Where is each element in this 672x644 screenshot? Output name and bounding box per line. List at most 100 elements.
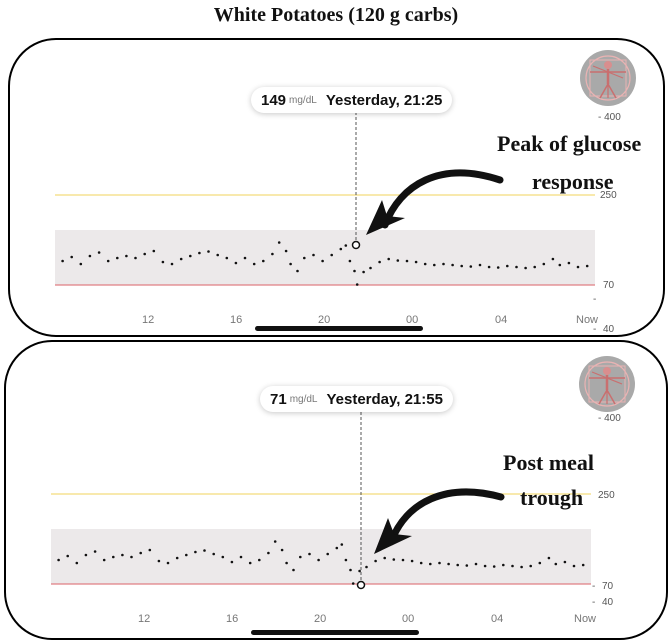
glucose-point <box>243 256 247 260</box>
glucose-point <box>299 555 302 559</box>
glucose-point <box>429 562 432 566</box>
glucose-point <box>125 254 128 258</box>
glucose-point <box>198 251 201 255</box>
glucose-point <box>349 568 352 572</box>
y-label-dash: - <box>593 324 596 335</box>
glucose-point <box>529 564 532 568</box>
glucose-point <box>502 563 505 567</box>
glucose-point <box>496 266 500 269</box>
glucose-point <box>355 283 359 286</box>
glucose-point <box>221 555 225 559</box>
glucose-points <box>61 241 589 286</box>
annotation-line-1: Peak of glucose <box>497 131 642 156</box>
x-tick-label: 04 <box>491 613 503 625</box>
x-tick-label: Now <box>576 314 598 326</box>
glucose-point <box>148 548 152 552</box>
glucose-point <box>252 262 256 266</box>
annotation-arrowhead <box>366 200 405 235</box>
glucose-point <box>533 265 536 269</box>
glucose-point <box>447 562 450 566</box>
vitruvian-man-icon <box>584 361 630 407</box>
tooltip-time: Yesterday, 21:55 <box>326 390 443 408</box>
selected-reading-marker[interactable] <box>351 240 361 250</box>
glucose-point <box>258 558 261 562</box>
glucose-panel-trough: 250 70 40 - - 12 16 20 00 04 Now 71 mg/d… <box>4 340 668 640</box>
glucose-point <box>511 564 514 568</box>
glucose-point <box>442 262 445 266</box>
glucose-point <box>161 260 165 264</box>
glucose-point <box>61 259 64 263</box>
glucose-point <box>296 269 299 273</box>
x-tick-label: Now <box>574 613 596 625</box>
glucose-point <box>152 249 156 253</box>
glucose-point <box>234 261 238 265</box>
glucose-point <box>75 561 79 565</box>
glucose-point <box>558 263 562 267</box>
glucose-point <box>365 565 368 569</box>
glucose-chart-trough: 250 70 40 - - 12 16 20 00 04 Now <box>51 412 615 625</box>
y-label-dash: - <box>593 294 596 305</box>
target-range-band <box>55 230 595 285</box>
glucose-point <box>157 559 161 563</box>
page-title: White Potatoes (120 g carbs) <box>213 4 459 26</box>
glucose-point <box>358 569 361 573</box>
glucose-point <box>88 254 92 258</box>
glucose-point <box>348 259 352 263</box>
glucose-point <box>419 561 423 565</box>
glucose-point <box>335 546 339 550</box>
glucose-point <box>487 265 491 269</box>
x-tick-label: 00 <box>406 314 418 326</box>
glucose-point <box>369 266 372 270</box>
glucose-point <box>515 265 518 269</box>
glucose-point <box>414 260 418 264</box>
tooltip-unit: mg/dL <box>289 393 318 405</box>
glucose-point <box>321 259 324 263</box>
annotation-line-2: trough <box>520 485 584 510</box>
glucose-point <box>308 552 311 556</box>
glucose-point <box>207 250 210 253</box>
glucose-point <box>216 253 219 257</box>
tooltip-unit: mg/dL <box>289 94 317 106</box>
glucose-point <box>567 261 571 265</box>
glucose-point <box>465 564 469 567</box>
glucose-point <box>271 252 274 256</box>
glucose-point <box>267 551 270 555</box>
annotation-arrow <box>387 488 505 546</box>
y-label-400: - 400 <box>598 413 621 424</box>
avatar[interactable] <box>580 50 636 106</box>
glucose-point <box>225 256 229 260</box>
glucose-chart-peak: 250 70 40 - - 12 16 20 00 04 Now <box>55 112 617 335</box>
glucose-point <box>248 561 252 565</box>
x-tick-label: 12 <box>138 613 150 625</box>
glucose-point <box>230 560 234 564</box>
glucose-point <box>166 561 170 565</box>
home-indicator[interactable] <box>255 326 423 331</box>
glucose-point <box>383 556 387 560</box>
y-label-250: 250 <box>600 190 617 201</box>
home-indicator[interactable] <box>251 630 419 635</box>
glucose-point <box>405 259 409 263</box>
glucose-point <box>134 256 137 260</box>
glucose-point <box>175 556 179 560</box>
tooltip-value: 149 <box>261 91 287 109</box>
annotation-arrowhead <box>374 518 412 554</box>
glucose-point <box>572 564 576 568</box>
glucose-point <box>581 563 585 567</box>
glucose-point <box>143 252 146 256</box>
glucose-point <box>344 244 348 247</box>
glucose-point <box>469 265 473 268</box>
x-tick-label: 20 <box>314 613 326 625</box>
glucose-point <box>339 247 343 251</box>
annotation-line-2: response <box>532 169 614 194</box>
glucose-point <box>344 558 348 562</box>
annotation-arrow <box>381 169 504 229</box>
glucose-point <box>121 553 124 557</box>
glucose-point <box>292 568 295 572</box>
glucose-point <box>280 548 284 552</box>
avatar[interactable] <box>579 356 635 412</box>
glucose-points <box>57 540 585 585</box>
glucose-point <box>506 264 509 268</box>
selected-reading-marker[interactable] <box>356 580 366 590</box>
glucose-point <box>170 262 174 266</box>
glucose-point <box>576 265 580 269</box>
